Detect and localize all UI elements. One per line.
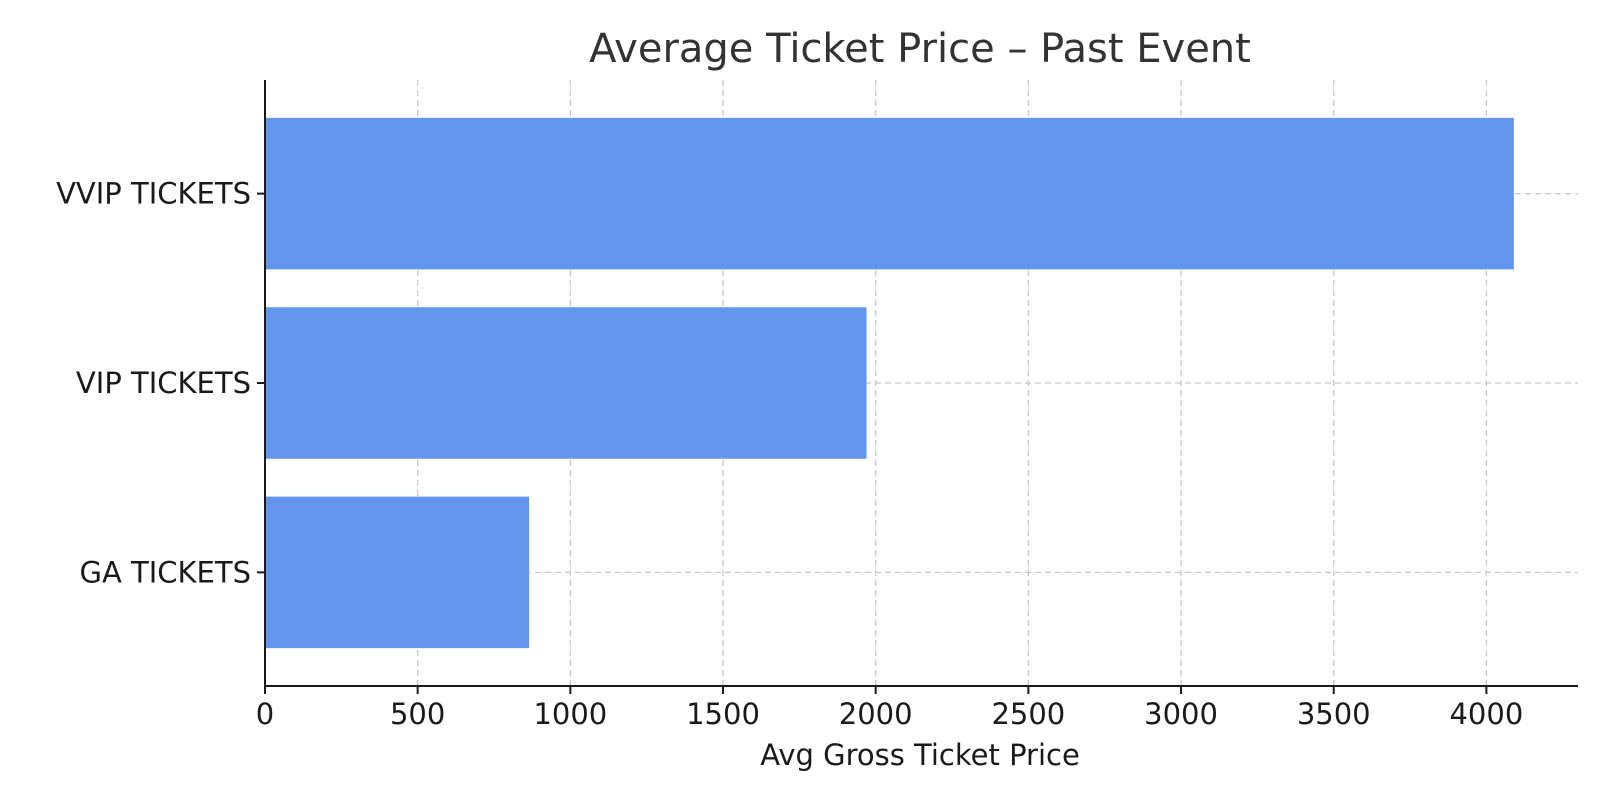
y-tick-label: VVIP TICKETS [56, 177, 251, 211]
x-tick-label: 500 [390, 697, 445, 731]
x-tick-label: 2500 [991, 697, 1065, 731]
x-tick-label: 0 [256, 697, 274, 731]
x-tick-label: 1000 [533, 697, 607, 731]
x-tick-label: 3500 [1297, 697, 1371, 731]
bar-layer [265, 117, 1514, 649]
bar [265, 117, 1514, 270]
label-layer: 0 500 1000 1500 2000 2500 3000 3500 4000 GA TICKE… [56, 177, 1523, 731]
x-tick-label: 2000 [839, 697, 913, 731]
x-axis-label: Avg Gross Ticket Price [760, 738, 1080, 772]
bar [265, 496, 530, 649]
chart-title: Average Ticket Price – Past Event [589, 26, 1251, 72]
x-tick-label: 3000 [1144, 697, 1218, 731]
y-tick-label: VIP TICKETS [76, 366, 251, 400]
bar [265, 307, 867, 459]
x-tick-label: 1500 [686, 697, 760, 731]
axis-layer [257, 80, 1578, 694]
x-tick-label: 4000 [1449, 697, 1523, 731]
y-tick-label: GA TICKETS [79, 555, 251, 589]
